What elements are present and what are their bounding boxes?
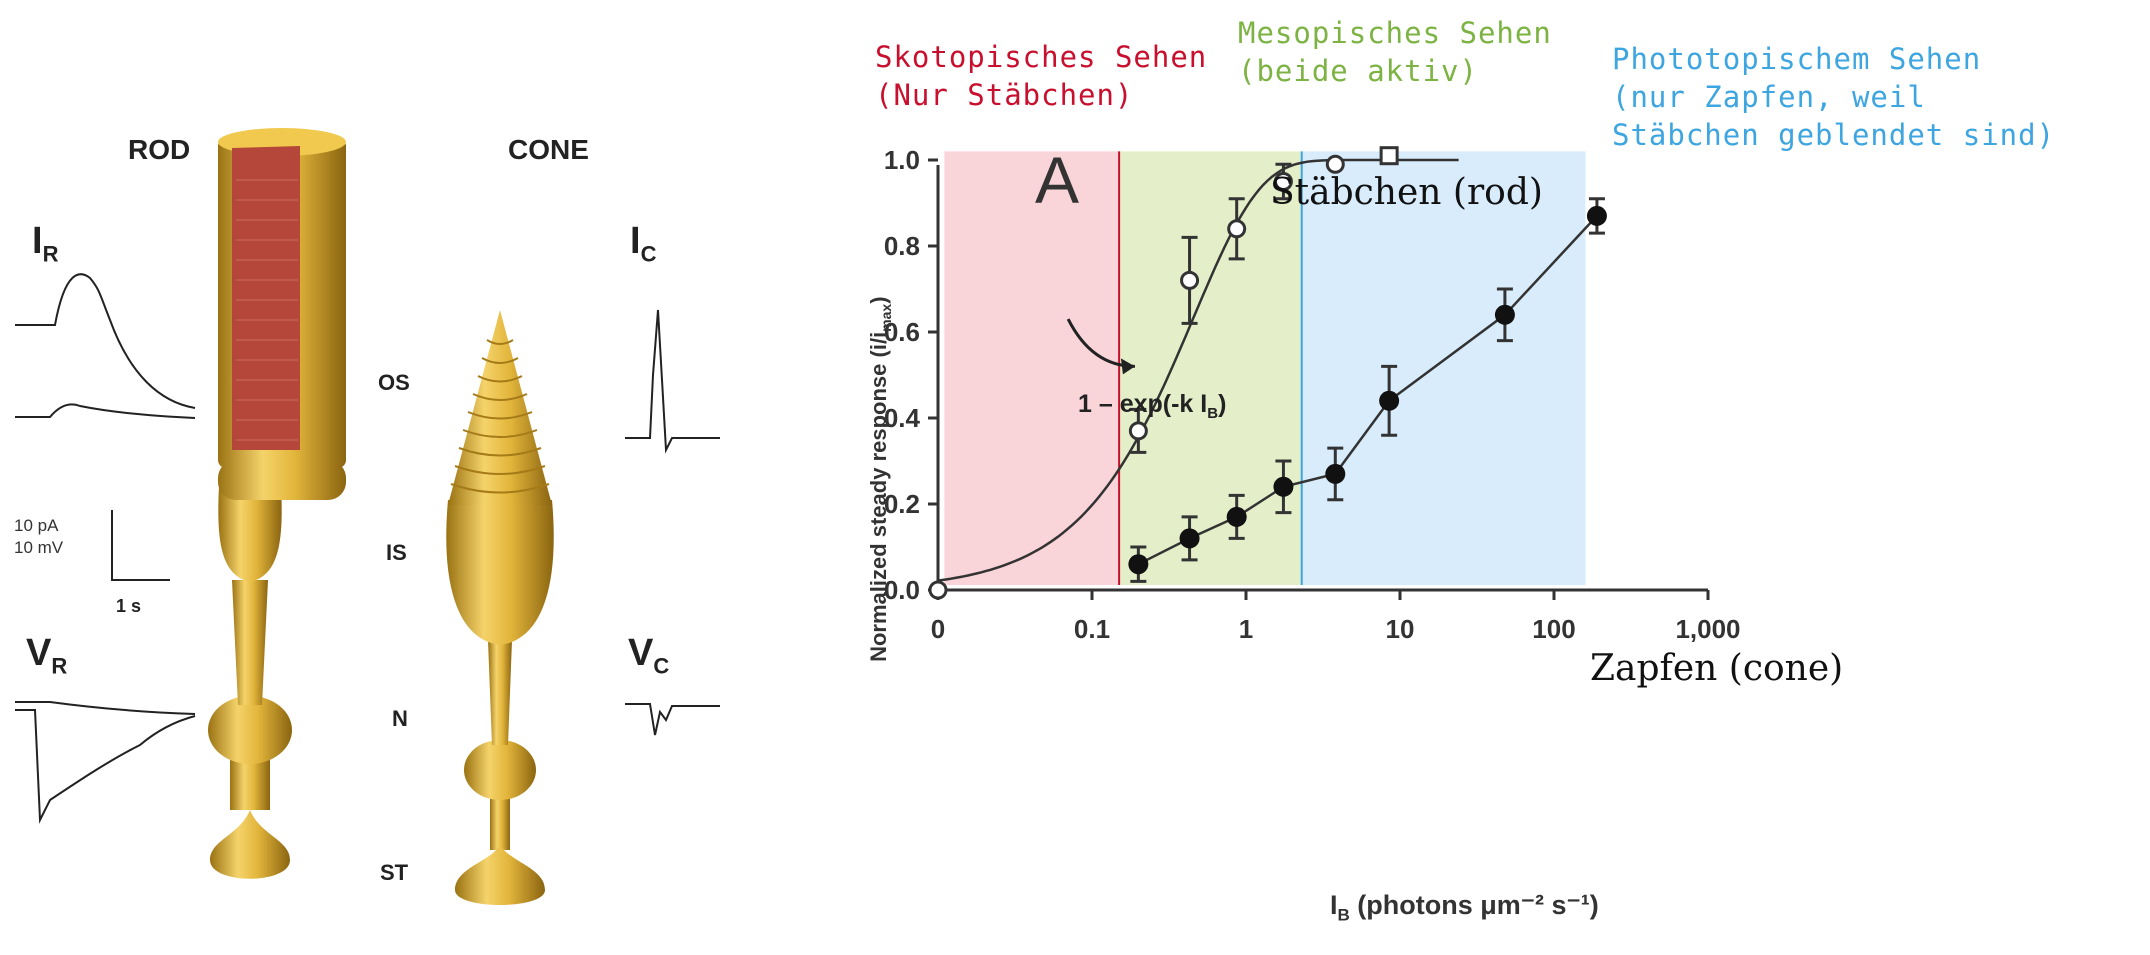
x-axis-label: IB (photons μm⁻² s⁻¹) [1330, 890, 1599, 925]
rod-point [1130, 423, 1146, 439]
y-axis-label-main: Normalized steady response (i/i [866, 332, 891, 662]
ir-trace [15, 274, 195, 408]
cone-point [1273, 477, 1293, 497]
vr-trace-small [15, 702, 195, 714]
photoreceptor-figure: ROD CONE IR IC VR VC OS IS N ST 10 pA 10… [0, 120, 800, 950]
panel-letter: A [1035, 142, 1079, 218]
x-axis-label-sub: B [1338, 905, 1350, 924]
formula-end: ) [1218, 390, 1226, 418]
y-tick-label: 0.8 [884, 231, 920, 261]
scotopic-annotation: Skotopisches Sehen (Nur Stäbchen) [875, 38, 1207, 114]
photopic-line1: Phototopischem Sehen [1612, 40, 2055, 78]
photopic-region [1302, 151, 1586, 585]
cone-curve-label: Zapfen (cone) [1590, 648, 1843, 689]
cone-point [1587, 206, 1607, 226]
chart-svg: 0.00.20.40.60.81.00 0.1 1 10 100 1,000 [810, 120, 2150, 950]
response-chart: 0.0 0.2 0.4 0.6 0.8 1.0 0 0.1 1 10 100 1,000 A Stäb… [810, 120, 2150, 950]
y-axis-label-end: ) [866, 296, 891, 303]
cone-point [1325, 464, 1345, 484]
formula-main: 1 – exp(-k I [1078, 390, 1207, 418]
ir-trace-small [15, 404, 195, 418]
x-tick-label: 1,000 [1675, 614, 1740, 644]
y-tick-label: 1.0 [884, 145, 920, 175]
formula-sub: B [1207, 405, 1218, 422]
rod-point [1327, 156, 1343, 172]
photoreceptor-drawing [0, 120, 800, 950]
scotopic-region [944, 151, 1119, 585]
cone-point [1495, 305, 1515, 325]
rod-cell [208, 128, 346, 879]
cone-point [1227, 507, 1247, 527]
x-axis-label-rest: (photons μm⁻² s⁻¹) [1350, 890, 1599, 920]
vc-trace [625, 704, 720, 735]
cone-point [1180, 528, 1200, 548]
cone-point [1379, 391, 1399, 411]
scale-bar [112, 510, 170, 580]
rod-point [930, 582, 946, 598]
y-axis-label-sub: max [878, 304, 894, 332]
x-tick-label: 1 [1239, 614, 1253, 644]
vr-trace [15, 710, 195, 820]
x-tick-label: 0.1 [1074, 614, 1110, 644]
rod-point [1182, 272, 1198, 288]
mesopic-line1: Mesopisches Sehen [1238, 14, 1552, 52]
x-tick-label: 100 [1532, 614, 1575, 644]
rod-curve-label: Stäbchen (rod) [1270, 172, 1543, 213]
rod-point [1229, 221, 1245, 237]
mesopic-line2: (beide aktiv) [1238, 52, 1552, 90]
mesopic-annotation: Mesopisches Sehen (beide aktiv) [1238, 14, 1552, 90]
cone-point [1128, 554, 1148, 574]
rod-point [1381, 148, 1397, 164]
scotopic-line2: (Nur Stäbchen) [875, 76, 1207, 114]
x-axis-label-main: I [1330, 890, 1338, 920]
x-tick-label: 10 [1386, 614, 1415, 644]
y-axis-label: Normalized steady response (i/imax) [866, 269, 894, 689]
formula-label: 1 – exp(-k IB) [1078, 390, 1226, 422]
cone-cell [446, 310, 553, 905]
mesopic-region [1119, 151, 1302, 585]
photopic-line2: (nur Zapfen, weil [1612, 78, 2055, 116]
x-tick-label: 0 [931, 614, 945, 644]
ic-trace [625, 310, 720, 450]
scotopic-line1: Skotopisches Sehen [875, 38, 1207, 76]
